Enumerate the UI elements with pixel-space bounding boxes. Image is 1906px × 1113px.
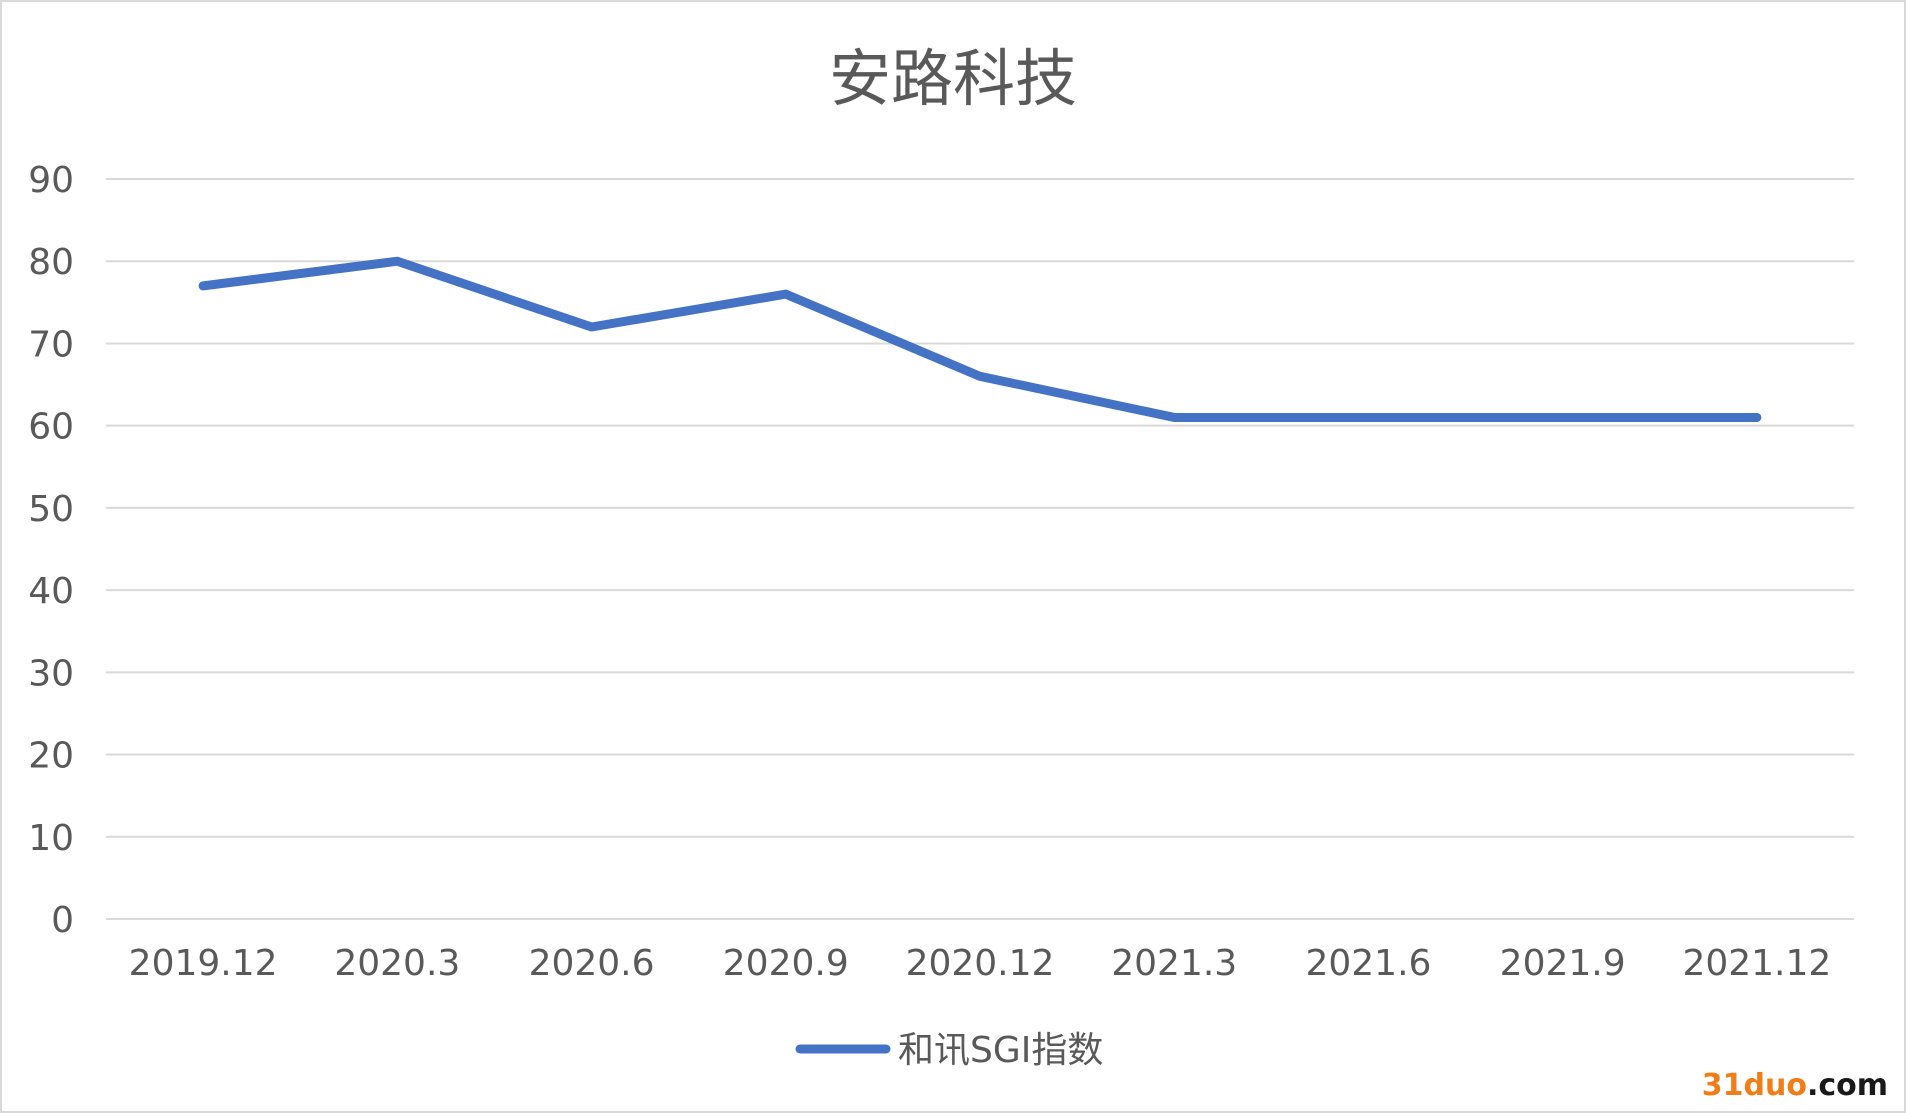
watermark-logo: 31duo.com	[1702, 1068, 1888, 1103]
data-point	[1367, 416, 1369, 418]
x-tick-label: 2021.12	[1682, 943, 1831, 984]
data-point	[1756, 416, 1758, 418]
y-tick-label: 40	[28, 571, 74, 612]
data-point	[1173, 416, 1175, 418]
y-tick-label: 90	[28, 160, 74, 201]
legend-label: 和讯SGI指数	[898, 1030, 1103, 1071]
legend: 和讯SGI指数	[795, 1030, 1103, 1071]
x-tick-label: 2020.12	[906, 943, 1055, 984]
x-tick-label: 2021.9	[1500, 943, 1626, 984]
x-tick-label: 2020.9	[723, 943, 849, 984]
watermark-tld: .com	[1806, 1068, 1888, 1103]
y-tick-label: 20	[28, 736, 74, 777]
data-point	[1562, 416, 1564, 418]
series-line	[198, 256, 1762, 422]
data-point	[785, 293, 787, 295]
y-tick-label: 80	[28, 242, 74, 283]
x-tick-label: 2020.3	[334, 943, 460, 984]
data-point	[396, 260, 398, 262]
y-axis-tick-labels: 0 10 20 30 40 50 60 70 80 90	[28, 160, 74, 941]
y-tick-label: 10	[28, 818, 74, 859]
y-tick-label: 50	[28, 489, 74, 530]
data-point	[979, 375, 981, 377]
y-tick-label: 0	[51, 900, 74, 941]
data-point	[202, 285, 204, 287]
y-tick-label: 30	[28, 653, 74, 694]
watermark-brand: 31duo	[1701, 1068, 1807, 1103]
x-tick-label: 2021.3	[1111, 943, 1237, 984]
y-tick-label: 60	[28, 407, 74, 448]
x-tick-label: 2020.6	[529, 943, 655, 984]
gridlines	[106, 178, 1854, 920]
data-point	[591, 326, 593, 328]
series-layer	[198, 256, 1762, 422]
x-tick-label: 2021.6	[1305, 943, 1431, 984]
y-tick-label: 70	[28, 324, 74, 365]
chart-title: 安路科技	[829, 42, 1077, 115]
x-axis-tick-labels: 2019.12 2020.3 2020.6 2020.9 2020.12 2021.3 20…	[129, 943, 1832, 984]
x-tick-label: 2019.12	[129, 943, 278, 984]
